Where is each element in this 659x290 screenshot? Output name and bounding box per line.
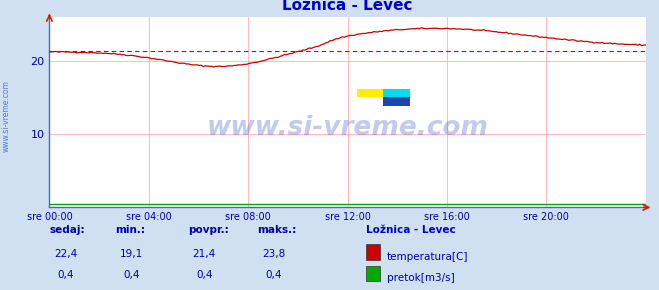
Text: www.si-vreme.com: www.si-vreme.com — [207, 115, 488, 141]
Text: Ložnica - Levec: Ložnica - Levec — [366, 225, 455, 235]
Text: sedaj:: sedaj: — [49, 225, 85, 235]
Text: min.:: min.: — [115, 225, 146, 235]
Text: www.si-vreme.com: www.si-vreme.com — [2, 80, 11, 152]
Bar — [357, 89, 384, 97]
Text: 0,4: 0,4 — [265, 270, 282, 280]
Text: 21,4: 21,4 — [192, 249, 216, 259]
Bar — [384, 97, 411, 106]
Title: Ložnica - Levec: Ložnica - Levec — [282, 0, 413, 13]
Text: pretok[m3/s]: pretok[m3/s] — [387, 273, 455, 283]
Text: 23,8: 23,8 — [262, 249, 285, 259]
Bar — [384, 89, 411, 97]
Text: 0,4: 0,4 — [57, 270, 74, 280]
Text: 0,4: 0,4 — [123, 270, 140, 280]
Text: maks.:: maks.: — [257, 225, 297, 235]
Text: temperatura[C]: temperatura[C] — [387, 252, 469, 262]
Text: povpr.:: povpr.: — [188, 225, 229, 235]
Text: 0,4: 0,4 — [196, 270, 213, 280]
Text: 19,1: 19,1 — [120, 249, 144, 259]
Text: 22,4: 22,4 — [54, 249, 78, 259]
